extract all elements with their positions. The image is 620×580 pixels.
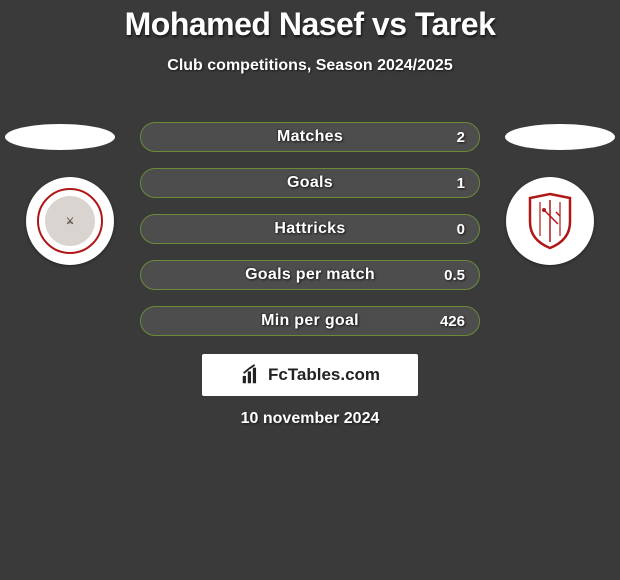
badge-left-ring: ⚔ xyxy=(37,188,103,254)
shield-icon xyxy=(526,192,574,250)
stat-bar-mpg: Min per goal 426 xyxy=(140,306,480,336)
stat-label: Hattricks xyxy=(141,215,479,243)
right-ellipse-decor xyxy=(505,124,615,150)
date-text: 10 november 2024 xyxy=(0,410,620,428)
stat-value: 0 xyxy=(457,215,465,243)
bars-chart-icon xyxy=(240,364,262,386)
stat-bars: Matches 2 Goals 1 Hattricks 0 Goals per … xyxy=(140,122,480,352)
stat-value: 2 xyxy=(457,123,465,151)
brand-text: FcTables.com xyxy=(268,365,380,385)
left-ellipse-decor xyxy=(5,124,115,150)
stat-value: 0.5 xyxy=(444,261,465,289)
stat-value: 426 xyxy=(440,307,465,335)
subtitle: Club competitions, Season 2024/2025 xyxy=(0,57,620,75)
stat-bar-hattricks: Hattricks 0 xyxy=(140,214,480,244)
stat-value: 1 xyxy=(457,169,465,197)
stat-label: Goals xyxy=(141,169,479,197)
brand-badge: FcTables.com xyxy=(202,354,418,396)
stat-label: Goals per match xyxy=(141,261,479,289)
team-badge-right xyxy=(506,177,594,265)
page-title: Mohamed Nasef vs Tarek xyxy=(0,0,620,43)
stat-bar-gpm: Goals per match 0.5 xyxy=(140,260,480,290)
stat-bar-goals: Goals 1 xyxy=(140,168,480,198)
badge-left-emblem-icon: ⚔ xyxy=(45,196,95,246)
stat-label: Min per goal xyxy=(141,307,479,335)
team-badge-left: ⚔ xyxy=(26,177,114,265)
stat-label: Matches xyxy=(141,123,479,151)
stat-bar-matches: Matches 2 xyxy=(140,122,480,152)
